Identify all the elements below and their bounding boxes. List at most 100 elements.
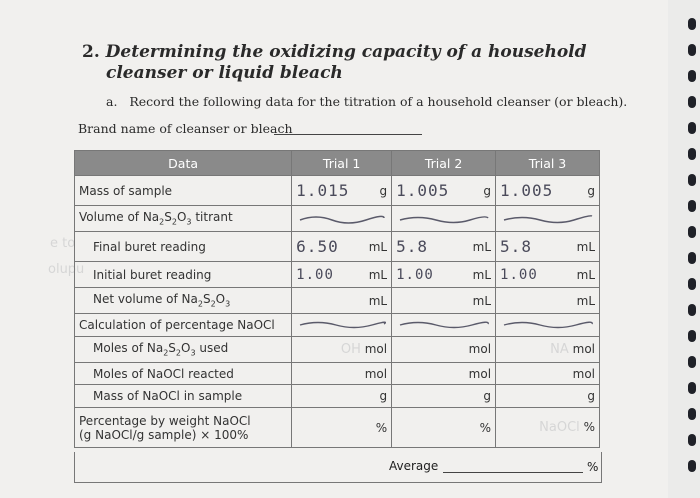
- unit-label: mL: [368, 267, 388, 282]
- unit-label: mol: [468, 366, 492, 381]
- trial-3-final-cell[interactable]: 5.8 mL: [495, 231, 600, 263]
- trial-3-calc-cell: [495, 313, 600, 337]
- trial-1-percent-cell[interactable]: %: [291, 407, 393, 448]
- trial-1-mass-cell[interactable]: 1.015 g: [291, 174, 393, 207]
- binder-hole: [688, 70, 696, 82]
- handwritten-squiggle: [299, 321, 387, 329]
- bleed-through-text: e to: [50, 236, 76, 251]
- binder-hole: [688, 44, 696, 56]
- trial-1-volume-cell[interactable]: [291, 205, 393, 233]
- trial-1-initial-cell[interactable]: 1.00 mL: [291, 261, 393, 288]
- table-row: Volume of Na2S2O3 titrant: [73, 205, 600, 233]
- trial-2-final-cell[interactable]: 5.8 mL: [391, 231, 497, 263]
- unit-label: mL: [368, 239, 388, 254]
- trial-3-net-cell[interactable]: mL: [495, 286, 600, 315]
- subtask-text: Record the following data for the titrat…: [129, 94, 628, 109]
- table-row: Net volume of Na2S2O3 mL mL mL: [73, 286, 600, 315]
- trial-3-moles-naocl-cell[interactable]: mol: [495, 361, 600, 386]
- row-label-moles-thiosulfate: Moles of Na2S2O3 used: [73, 335, 293, 363]
- unit-label: g: [587, 183, 595, 198]
- trial-1-moles-na-cell[interactable]: OH mol: [291, 335, 393, 363]
- binder-edge: [668, 0, 700, 498]
- unit-label: mol: [572, 366, 595, 381]
- header-trial-3: Trial 3: [495, 150, 600, 176]
- unit-label: mL: [576, 239, 595, 254]
- unit-label: g: [379, 389, 388, 404]
- trial-3-mass-naocl-cell[interactable]: g: [495, 384, 600, 408]
- unit-label: g: [587, 389, 595, 404]
- handwritten-value: 6.50: [296, 237, 339, 257]
- unit-label: g: [483, 389, 492, 404]
- unit-label: mol: [364, 366, 388, 381]
- row-label-calculation: Calculation of percentage NaOCl: [73, 313, 293, 337]
- header-data: Data: [73, 150, 293, 176]
- unit-label: mol: [364, 341, 388, 356]
- header-trial-2: Trial 2: [391, 150, 497, 176]
- trial-2-percent-cell[interactable]: %: [391, 407, 497, 448]
- header-trial-1: Trial 1: [291, 150, 393, 176]
- row-label-moles-naocl: Moles of NaOCl reacted: [73, 361, 293, 386]
- unit-label: mol: [572, 341, 595, 356]
- handwritten-squiggle: [503, 214, 593, 223]
- table-header-row: Data Trial 1 Trial 2 Trial 3: [73, 150, 600, 176]
- binder-hole: [688, 460, 696, 472]
- trial-3-percent-cell[interactable]: NaOCl %: [495, 407, 600, 448]
- trial-2-mass-cell[interactable]: 1.005 g: [391, 174, 497, 207]
- binder-hole: [688, 148, 696, 160]
- trial-2-volume-cell[interactable]: [391, 205, 497, 233]
- trial-3-volume-cell[interactable]: [495, 205, 600, 233]
- trial-1-calc-cell: [291, 313, 393, 337]
- worksheet-page: e to olupu 2. Determining the oxidizing …: [48, 42, 628, 483]
- table-row: Initial buret reading 1.00 mL 1.00 mL 1.00…: [73, 261, 600, 288]
- unit-label: g: [379, 183, 388, 198]
- trial-2-initial-cell[interactable]: 1.00 mL: [391, 261, 497, 288]
- unit-label: %: [479, 420, 492, 435]
- binder-hole: [688, 434, 696, 446]
- trial-1-net-cell[interactable]: mL: [291, 286, 393, 315]
- binder-hole: [688, 96, 696, 108]
- section-number: 2.: [82, 42, 100, 62]
- handwritten-value: 1.00: [396, 266, 434, 283]
- trial-1-moles-naocl-cell[interactable]: mol: [291, 361, 393, 386]
- binder-hole: [688, 200, 696, 212]
- binder-hole: [688, 382, 696, 394]
- unit-label: mL: [472, 267, 492, 282]
- trial-2-mass-naocl-cell[interactable]: g: [391, 384, 497, 408]
- row-label-net-volume: Net volume of Na2S2O3: [73, 286, 293, 315]
- table-row: Mass of sample 1.015 g 1.005 g 1.005 g: [73, 174, 600, 207]
- trial-1-final-cell[interactable]: 6.50 mL: [291, 231, 393, 263]
- trial-2-moles-naocl-cell[interactable]: mol: [391, 361, 497, 386]
- trial-3-mass-cell[interactable]: 1.005 g: [495, 174, 600, 207]
- binder-hole: [688, 356, 696, 368]
- trial-1-mass-naocl-cell[interactable]: g: [291, 384, 393, 408]
- handwritten-squiggle: [399, 215, 489, 223]
- unit-label: mL: [472, 239, 492, 254]
- handwritten-squiggle: [503, 321, 593, 329]
- handwritten-value: 1.00: [500, 266, 538, 283]
- unit-label: mL: [368, 293, 388, 308]
- handwritten-value: 1.015: [296, 181, 350, 201]
- table-row: Calculation of percentage NaOCl: [73, 313, 600, 337]
- average-field[interactable]: [443, 472, 583, 473]
- trial-3-initial-cell[interactable]: 1.00 mL: [495, 261, 600, 288]
- binder-hole: [688, 278, 696, 290]
- brand-name-field[interactable]: [274, 134, 422, 135]
- average-row: Average %: [74, 452, 602, 483]
- trial-2-moles-na-cell[interactable]: mol: [391, 335, 497, 363]
- subtask-instruction: a. Record the following data for the tit…: [106, 94, 627, 109]
- trial-3-moles-na-cell[interactable]: NA mol: [495, 335, 600, 363]
- handwritten-value: 5.8: [500, 237, 532, 257]
- row-label-mass-naocl: Mass of NaOCl in sample: [73, 384, 293, 408]
- handwritten-value: 1.005: [396, 181, 450, 201]
- row-label-final-buret: Final buret reading: [73, 231, 293, 263]
- binder-hole: [688, 174, 696, 186]
- unit-label: mL: [472, 293, 492, 308]
- table-row: Moles of NaOCl reacted mol mol mol: [73, 361, 600, 386]
- row-label-percentage: Percentage by weight NaOCl (g NaOCl/g sam…: [73, 407, 293, 448]
- section-title-line1: Determining the oxidizing capacity of a …: [105, 42, 587, 62]
- subtask-letter: a.: [106, 94, 118, 109]
- titration-data-table: Data Trial 1 Trial 2 Trial 3 Mass of sam…: [73, 150, 600, 448]
- brand-name-label: Brand name of cleanser or bleach: [78, 121, 293, 136]
- binder-hole: [688, 226, 696, 238]
- trial-2-net-cell[interactable]: mL: [391, 286, 497, 315]
